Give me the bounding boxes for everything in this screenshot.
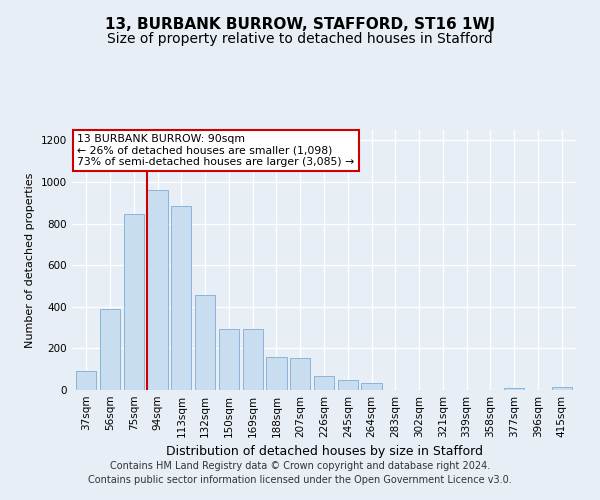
Bar: [314, 376, 334, 390]
Bar: [76, 372, 97, 390]
Bar: [124, 214, 144, 390]
Bar: [195, 296, 215, 390]
X-axis label: Distribution of detached houses by size in Stafford: Distribution of detached houses by size …: [166, 446, 482, 458]
Bar: [171, 206, 191, 390]
Bar: [266, 356, 287, 390]
Bar: [338, 380, 358, 390]
Text: Contains HM Land Registry data © Crown copyright and database right 2024.
Contai: Contains HM Land Registry data © Crown c…: [88, 461, 512, 485]
Bar: [148, 190, 167, 390]
Text: 13, BURBANK BURROW, STAFFORD, ST16 1WJ: 13, BURBANK BURROW, STAFFORD, ST16 1WJ: [105, 18, 495, 32]
Y-axis label: Number of detached properties: Number of detached properties: [25, 172, 35, 348]
Bar: [100, 309, 120, 390]
Text: 13 BURBANK BURROW: 90sqm
← 26% of detached houses are smaller (1,098)
73% of sem: 13 BURBANK BURROW: 90sqm ← 26% of detach…: [77, 134, 354, 167]
Bar: [242, 328, 263, 390]
Bar: [551, 387, 572, 390]
Bar: [290, 358, 310, 390]
Text: Size of property relative to detached houses in Stafford: Size of property relative to detached ho…: [107, 32, 493, 46]
Bar: [504, 388, 524, 390]
Bar: [361, 382, 382, 390]
Bar: [219, 328, 239, 390]
